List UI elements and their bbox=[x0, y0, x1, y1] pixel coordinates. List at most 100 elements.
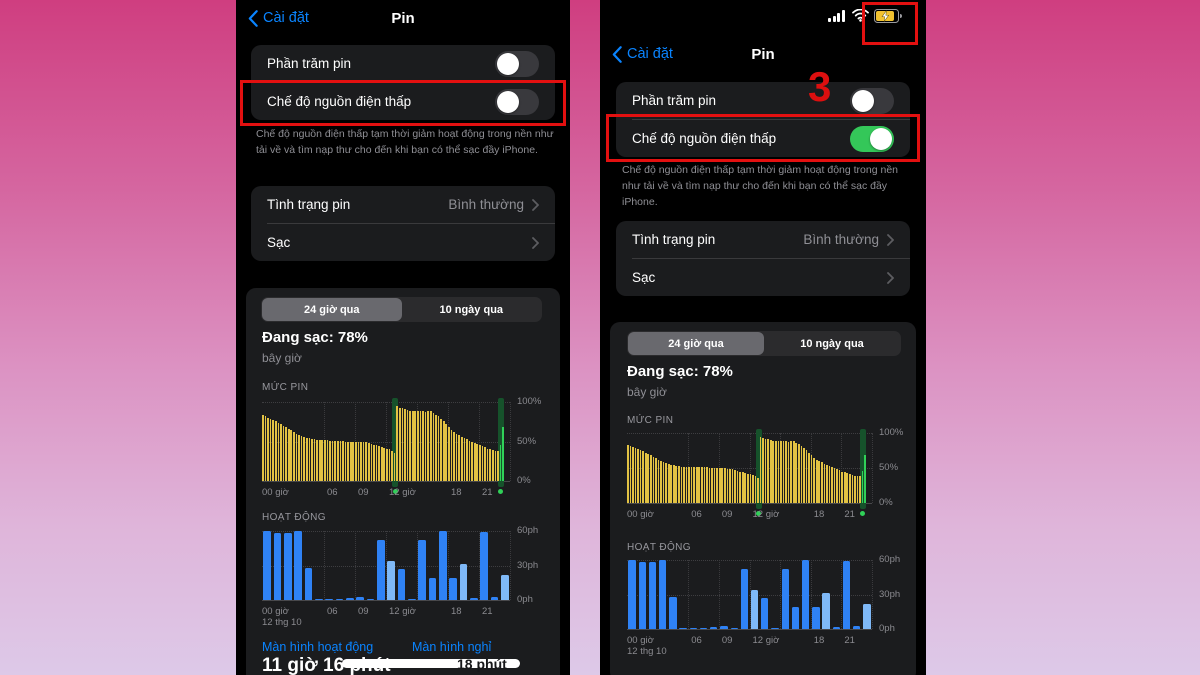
battery-health-row[interactable]: Tình trạng pin Bình thường bbox=[251, 186, 555, 223]
divider bbox=[632, 119, 910, 120]
battery-percent-toggle[interactable] bbox=[850, 87, 894, 114]
low-power-mode-toggle[interactable] bbox=[850, 125, 894, 152]
battery-level-chart: 100% 50% 0% 00 giờ 06 09 12 giờ 18 21 bbox=[262, 396, 541, 498]
battery-health-label: Tình trạng pin bbox=[632, 232, 716, 247]
chevron-right-icon bbox=[532, 198, 539, 211]
toggle-knob bbox=[870, 127, 892, 150]
x-axis-label: 09 bbox=[721, 635, 733, 646]
low-power-mode-label: Chế độ nguồn điện thấp bbox=[632, 131, 777, 146]
y-axis-label: 100% bbox=[879, 427, 904, 438]
x-axis-label: 12 giờ bbox=[752, 509, 780, 520]
chevron-left-icon bbox=[612, 45, 622, 63]
battery-info-card: Tình trạng pin Bình thường Sạc bbox=[251, 186, 555, 261]
x-axis-label: 21 bbox=[482, 606, 493, 617]
x-axis-label: 09 bbox=[358, 606, 369, 617]
x-axis-label: 00 giờ bbox=[262, 487, 289, 498]
chart-date-label: 12 thg 10 bbox=[627, 646, 667, 657]
cellular-signal-icon bbox=[828, 10, 845, 22]
x-axis-label: 09 bbox=[721, 509, 733, 520]
tab-10d[interactable]: 10 ngày qua bbox=[439, 303, 504, 316]
toggle-knob bbox=[852, 89, 874, 112]
y-axis-label: 50% bbox=[517, 435, 537, 447]
low-power-mode-toggle[interactable] bbox=[495, 88, 539, 115]
low-power-mode-row[interactable]: Chế độ nguồn điện thấp bbox=[616, 120, 910, 157]
chevron-right-icon bbox=[532, 236, 539, 249]
charge-status-time: bây giờ bbox=[262, 351, 302, 365]
activity-chart: 60ph 30ph 0ph 00 giờ 06 09 12 giờ 18 21 bbox=[627, 554, 900, 646]
x-axis-label: 18 bbox=[813, 509, 825, 520]
x-axis-label: 21 bbox=[844, 635, 855, 646]
chevron-right-icon bbox=[887, 271, 894, 284]
back-label: Cài đặt bbox=[627, 46, 673, 62]
x-axis-label: 12 giờ bbox=[752, 635, 780, 646]
toggle-card: Phần trăm pin Chế độ nguồn điện thấp bbox=[251, 45, 555, 120]
y-axis-label: 30ph bbox=[879, 588, 901, 600]
step-number-annotation: 3 bbox=[808, 63, 832, 110]
screen-on-link[interactable]: Màn hình hoạt động bbox=[262, 640, 374, 654]
charge-status-time: bây giờ bbox=[627, 385, 667, 399]
activity-chart: 60ph 30ph 0ph 00 giờ 06 09 12 giờ 18 21 bbox=[262, 525, 538, 617]
x-axis-label: 00 giờ bbox=[627, 509, 654, 520]
x-axis-label: 21 bbox=[482, 487, 493, 498]
page-title: Pin bbox=[391, 10, 415, 27]
battery-charging-icon bbox=[874, 9, 902, 23]
screen-off-link[interactable]: Màn hình nghỉ bbox=[412, 640, 492, 654]
charging-label: Sạc bbox=[267, 235, 291, 250]
x-axis-label: 21 bbox=[844, 509, 855, 520]
battery-percent-toggle[interactable] bbox=[495, 50, 539, 77]
x-axis-label: 18 bbox=[451, 487, 462, 498]
charge-status: Đang sạc: 78% bbox=[262, 329, 368, 346]
x-axis-label: 06 bbox=[691, 509, 702, 520]
x-axis-label: 12 giờ bbox=[389, 487, 416, 498]
back-button[interactable]: Cài đặt bbox=[248, 6, 309, 30]
battery-health-value: Bình thường bbox=[448, 197, 524, 212]
screenshot-left: Cài đặt Pin Phần trăm pin Chế độ nguồn đ… bbox=[236, 0, 570, 675]
chevron-left-icon bbox=[248, 9, 258, 27]
charging-row[interactable]: Sạc bbox=[251, 224, 555, 261]
y-axis-label: 0ph bbox=[879, 623, 895, 634]
battery-chart-title: MỨC PIN bbox=[262, 382, 309, 393]
battery-health-label: Tình trạng pin bbox=[267, 197, 351, 212]
chart-date-label: 12 thg 10 bbox=[262, 617, 302, 628]
screenshot-right: Cài đặt Pin 3 Phần trăm pin Chế độ nguồn… bbox=[600, 0, 926, 675]
back-label: Cài đặt bbox=[263, 10, 309, 26]
time-range-segmented-control: 24 giờ qua 10 ngày qua bbox=[627, 331, 901, 356]
page-title: Pin bbox=[751, 46, 775, 63]
x-axis-label: 06 bbox=[327, 606, 338, 617]
y-axis-label: 30ph bbox=[517, 559, 539, 571]
x-axis-label: 12 giờ bbox=[389, 606, 416, 617]
nav-bar: Cài đặt Pin bbox=[600, 42, 926, 66]
battery-info-card: Tình trạng pin Bình thường Sạc bbox=[616, 221, 910, 296]
battery-level-chart: 100% 50% 0% 00 giờ 06 09 12 giờ 18 21 bbox=[627, 427, 903, 520]
y-axis-label: 100% bbox=[517, 396, 542, 407]
x-axis-label: 18 bbox=[451, 606, 462, 617]
tab-24h[interactable]: 24 giờ qua bbox=[628, 332, 764, 355]
toggle-card: Phần trăm pin Chế độ nguồn điện thấp bbox=[616, 82, 910, 157]
low-power-mode-row[interactable]: Chế độ nguồn điện thấp bbox=[251, 83, 555, 120]
battery-health-value: Bình thường bbox=[803, 232, 879, 247]
tab-10d[interactable]: 10 ngày qua bbox=[800, 337, 864, 350]
charging-row[interactable]: Sạc bbox=[616, 259, 910, 296]
battery-percent-row[interactable]: Phần trăm pin bbox=[251, 45, 555, 82]
back-button[interactable]: Cài đặt bbox=[612, 42, 673, 66]
y-axis-label: 60ph bbox=[517, 525, 539, 536]
charging-label: Sạc bbox=[632, 270, 656, 285]
low-power-mode-label: Chế độ nguồn điện thấp bbox=[267, 94, 412, 109]
y-axis-label: 50% bbox=[879, 462, 899, 473]
wifi-icon bbox=[852, 9, 869, 22]
battery-health-row[interactable]: Tình trạng pin Bình thường bbox=[616, 221, 910, 258]
divider bbox=[267, 223, 555, 224]
y-axis-label: 0ph bbox=[517, 594, 533, 605]
x-axis-label: 06 bbox=[691, 635, 702, 646]
chevron-right-icon bbox=[887, 233, 894, 246]
battery-percent-row[interactable]: Phần trăm pin bbox=[616, 82, 910, 119]
divider bbox=[632, 258, 910, 259]
toggle-knob bbox=[497, 52, 519, 75]
tab-24h[interactable]: 24 giờ qua bbox=[262, 298, 402, 321]
x-axis-label: 00 giờ bbox=[627, 635, 654, 646]
toggle-knob bbox=[497, 90, 519, 113]
battery-percent-label: Phần trăm pin bbox=[267, 56, 352, 71]
screen-off-value: 18 phút bbox=[457, 656, 507, 672]
y-axis-label: 0% bbox=[517, 475, 531, 486]
